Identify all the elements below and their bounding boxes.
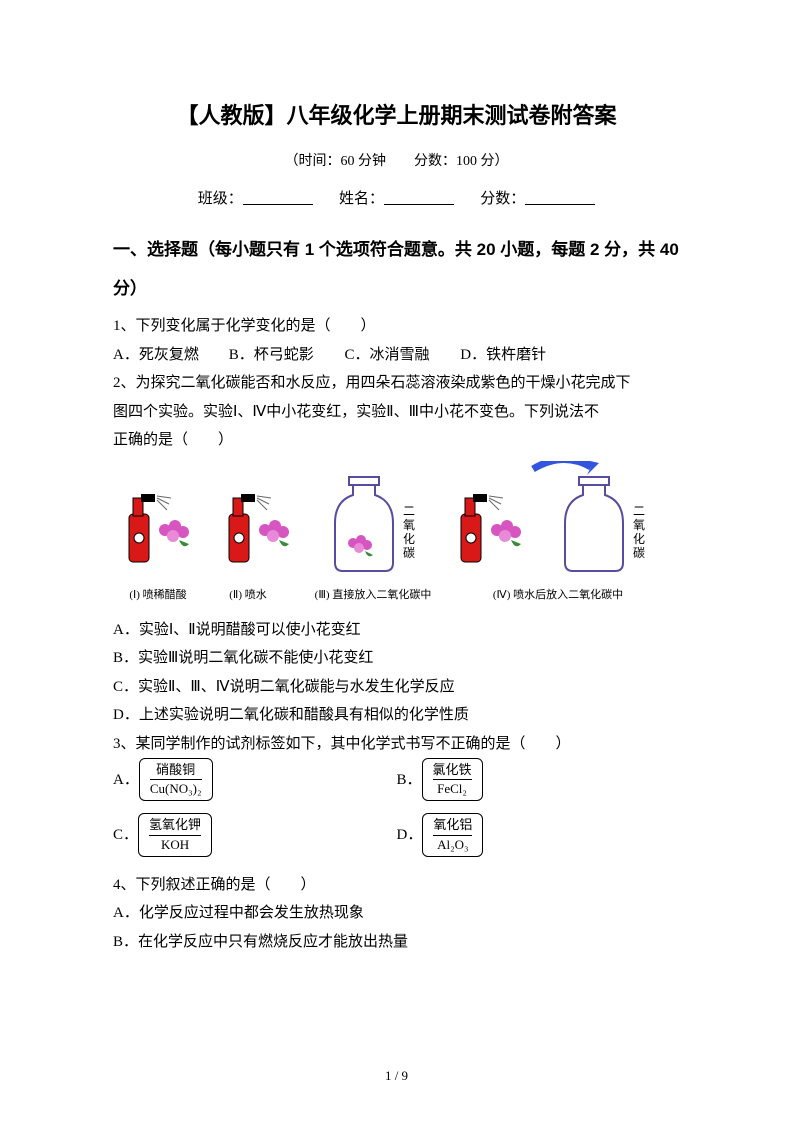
- q1-opt-c: C．冰消雪融: [345, 341, 457, 370]
- q3-a-letter: A．: [113, 766, 139, 795]
- q3-text: 3、某同学制作的试剂标签如下，其中化学式书写不正确的是（ ）: [113, 730, 680, 759]
- svg-text:氧: 氧: [633, 518, 645, 532]
- page-number: 1 / 9: [0, 1068, 793, 1084]
- score-blank[interactable]: [525, 204, 595, 205]
- q1-text: 1、下列变化属于化学变化的是（ ）: [113, 312, 680, 341]
- q3-label-a: 硝酸铜 Cu(NO₃)₂: [139, 758, 213, 801]
- q2-figure: 二 氧 化 碳 二 氧 化: [113, 461, 680, 606]
- q3-row2: C． 氢氧化钾 KOH D． 氧化铝 Al₂O₃: [113, 813, 680, 856]
- svg-text:碳: 碳: [403, 546, 415, 560]
- q1-opt-a: A．死灰复燃: [113, 341, 225, 370]
- q2-opt-d: D．上述实验说明二氧化碳和醋酸具有相似的化学性质: [113, 701, 680, 730]
- name-blank[interactable]: [384, 204, 454, 205]
- q3-label-b: 氯化铁 FeCl₂: [422, 758, 483, 801]
- q3-label-c: 氢氧化钾 KOH: [138, 813, 212, 856]
- q3-row1: A． 硝酸铜 Cu(NO₃)₂ B． 氯化铁 FeCl₂: [113, 758, 680, 801]
- svg-text:化: 化: [633, 532, 645, 546]
- page-subtitle: （时间：60 分钟 分数：100 分）: [113, 149, 680, 176]
- q3-d-letter: D．: [397, 821, 423, 850]
- jar3-label-1: 二: [403, 504, 415, 518]
- score-label: 分数：: [480, 191, 525, 207]
- q4-opt-a: A．化学反应过程中都会发生放热现象: [113, 899, 680, 928]
- q2-text-3: 正确的是（ ）: [113, 426, 680, 455]
- q4-opt-b: B．在化学反应中只有燃烧反应才能放出热量: [113, 928, 680, 957]
- section-1-head: 一、选择题（每小题只有 1 个选项符合题意。共 20 小题，每题 2 分，共 4…: [113, 230, 680, 308]
- q2-opt-a: A．实验Ⅰ、Ⅱ说明醋酸可以使小花变红: [113, 616, 680, 645]
- q2-text-1: 2、为探究二氧化碳能否和水反应，用四朵石蕊溶液染成紫色的干燥小花完成下: [113, 369, 680, 398]
- q1-options: A．死灰复燃 B．杯弓蛇影 C．冰消雪融 D．铁杵磨针: [113, 341, 680, 370]
- q4-text: 4、下列叙述正确的是（ ）: [113, 871, 680, 900]
- q1-opt-b: B．杯弓蛇影: [229, 341, 341, 370]
- class-label: 班级：: [198, 191, 243, 207]
- q2-opt-c: C．实验Ⅱ、Ⅲ、Ⅳ说明二氧化碳能与水发生化学反应: [113, 673, 680, 702]
- q1-opt-d: D．铁杵磨针: [460, 341, 546, 370]
- svg-text:化: 化: [403, 532, 415, 546]
- q2-opt-b: B．实验Ⅲ说明二氧化碳不能使小花变红: [113, 644, 680, 673]
- info-line: 班级： 姓名： 分数：: [113, 185, 680, 214]
- svg-text:氧: 氧: [403, 518, 415, 532]
- q3-b-letter: B．: [397, 766, 422, 795]
- figure-captions: (Ⅰ) 喷稀醋酸 (Ⅱ) 喷水 (Ⅲ) 直接放入二氧化碳中 (Ⅳ) 喷水后放入二…: [113, 585, 680, 606]
- svg-text:碳: 碳: [633, 546, 645, 560]
- q2-text-2: 图四个实验。实验Ⅰ、Ⅳ中小花变红，实验Ⅱ、Ⅲ中小花不变色。下列说法不: [113, 398, 680, 427]
- svg-text:二: 二: [633, 504, 645, 518]
- page-title: 【人教版】八年级化学上册期末测试卷附答案: [113, 95, 680, 137]
- class-blank[interactable]: [243, 204, 313, 205]
- name-label: 姓名：: [339, 191, 384, 207]
- q3-c-letter: C．: [113, 821, 138, 850]
- q3-label-d: 氧化铝 Al₂O₃: [422, 813, 483, 856]
